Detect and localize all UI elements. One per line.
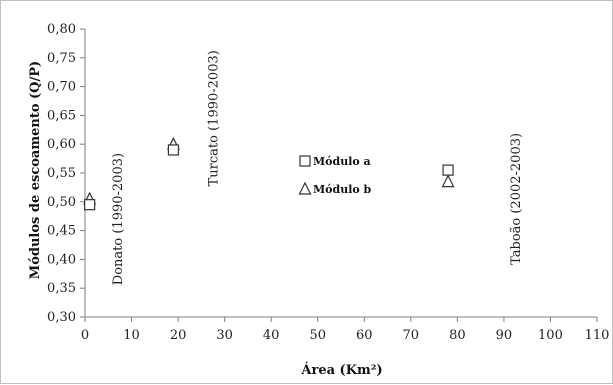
x-tick-label: 70 — [403, 328, 420, 343]
data-point-modulo-a — [84, 199, 96, 211]
x-tick-label: 40 — [263, 328, 280, 343]
x-tick-label: 90 — [496, 328, 513, 343]
y-tick-label: 0,45 — [47, 224, 76, 239]
x-tick-label: 30 — [216, 328, 233, 343]
y-tick-label: 0,75 — [47, 51, 76, 66]
x-tick-label: 110 — [585, 328, 610, 343]
y-tick-label: 0,65 — [47, 108, 76, 123]
data-point-modulo-a — [167, 144, 180, 156]
data-point-modulo-a — [442, 164, 454, 176]
x-tick-label: 0 — [81, 328, 89, 343]
y-tick-label: 0,50 — [47, 195, 76, 210]
y-tick-label: 0,70 — [47, 80, 76, 95]
y-tick-label: 0,80 — [47, 22, 76, 37]
y-tick-label: 0,60 — [47, 137, 76, 152]
legend-symbol-modulo-b — [298, 181, 312, 195]
site-annotation: Taboão (2002-2003) — [509, 133, 524, 265]
y-tick-label: 0,55 — [47, 166, 76, 181]
site-annotation: Donato (1990-2003) — [111, 153, 126, 285]
y-tick-label: 0,30 — [47, 310, 76, 325]
y-tick-label: 0,35 — [47, 281, 76, 296]
legend-label-modulo-a: Módulo a — [313, 155, 371, 168]
y-axis-title: Módulos de escoamento (Q/P) — [28, 61, 43, 279]
site-annotation: Turcato (1990-2003) — [207, 50, 222, 186]
x-tick-label: 10 — [123, 328, 140, 343]
x-axis-title: Área (Km²) — [300, 362, 382, 378]
x-tick-label: 100 — [538, 328, 563, 343]
y-tick-label: 0,40 — [47, 252, 76, 267]
legend-label-modulo-b: Módulo b — [313, 183, 372, 196]
legend-symbol-modulo-a — [299, 155, 311, 167]
x-tick-label: 50 — [309, 328, 326, 343]
x-tick-label: 60 — [356, 328, 373, 343]
x-tick-label: 20 — [170, 328, 187, 343]
x-tick-label: 80 — [449, 328, 466, 343]
data-point-modulo-b — [441, 174, 455, 188]
